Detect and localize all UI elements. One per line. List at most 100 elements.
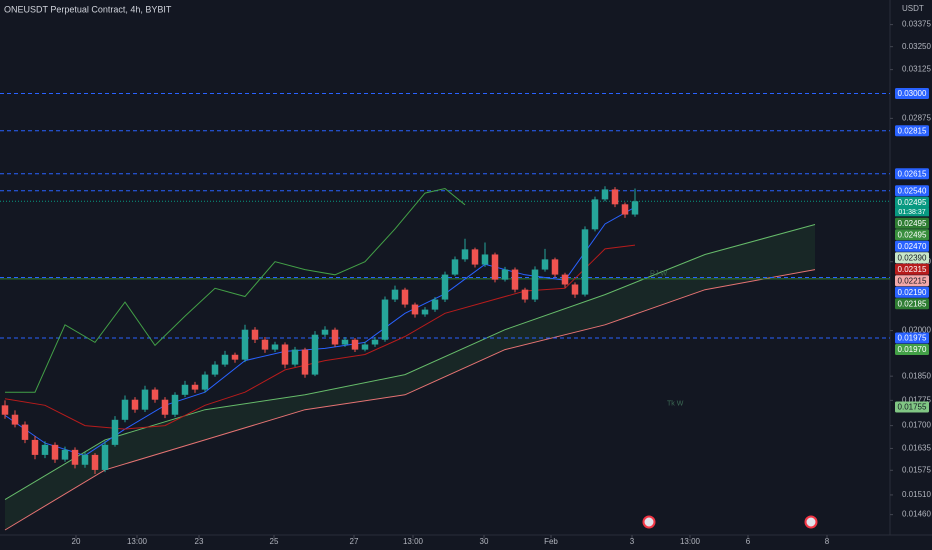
price-label-box: [895, 185, 929, 197]
candle-body: [451, 259, 459, 275]
candle-body: [221, 354, 229, 365]
candle-body: [111, 419, 119, 445]
price-label: 0.02815: [898, 126, 927, 135]
price-label: 0.02470: [898, 242, 927, 251]
candle-body: [621, 204, 629, 215]
event-icon[interactable]: [642, 515, 656, 529]
x-tick-label: 25: [270, 537, 279, 546]
candle-body: [471, 249, 479, 265]
price-label: 0.02390: [898, 253, 927, 262]
candle-body: [141, 389, 149, 410]
price-label-box: [895, 196, 929, 208]
price-label: 0.02190: [898, 288, 927, 297]
price-label-box: [895, 168, 929, 180]
price-label: 0.01755: [898, 403, 927, 412]
x-tick-label: 8: [825, 537, 830, 546]
y-tick-label: 0.01635: [902, 444, 931, 453]
axis-layer: 0.033750.032500.031250.028750.022500.020…: [72, 20, 932, 546]
candles-layer: [1, 186, 639, 475]
candle-body: [271, 344, 279, 350]
price-label: 0.02315: [898, 265, 927, 274]
candle-body: [441, 274, 449, 300]
x-tick-label: 13:00: [403, 537, 424, 546]
candle-body: [511, 269, 519, 290]
candle-body: [391, 289, 399, 300]
x-tick-label: 30: [480, 537, 489, 546]
candle-body: [191, 384, 199, 390]
candle-body: [611, 189, 619, 205]
y-tick-label: 0.01850: [902, 371, 931, 380]
price-label: 0.02615: [898, 169, 927, 178]
candle-body: [381, 299, 389, 340]
cloud-fill: [5, 224, 815, 531]
x-tick-label: 20: [72, 537, 81, 546]
candle-body: [421, 309, 429, 315]
chart-title: ONEUSDT Perpetual Contract, 4h, BYBIT: [4, 4, 172, 14]
event-icon[interactable]: [642, 515, 656, 529]
y-tick-label: 0.02000: [902, 326, 931, 335]
x-tick-label: 23: [195, 537, 204, 546]
price-label: 0.02185: [898, 299, 927, 308]
price-label: 0.01970: [898, 345, 927, 354]
price-label: 0.02540: [898, 186, 927, 195]
candle-body: [351, 339, 359, 350]
candle-body: [331, 329, 339, 345]
candle-body: [101, 444, 109, 470]
candle-body: [591, 199, 599, 230]
candle-body: [121, 399, 129, 420]
candle-body: [491, 254, 499, 280]
x-tick-label: 13:00: [127, 537, 148, 546]
candle-body: [61, 449, 69, 460]
x-tick-label: 27: [350, 537, 359, 546]
candle-body: [261, 339, 269, 350]
candle-body: [201, 374, 209, 390]
indicator-line: [5, 187, 466, 393]
indicator-line: [4, 206, 636, 457]
candle-body: [311, 334, 319, 375]
countdown-box: [895, 207, 929, 217]
y-tick-label: 0.03250: [902, 42, 931, 51]
price-label: 0.02495: [898, 198, 927, 207]
candle-body: [501, 269, 509, 280]
price-label-box: [895, 125, 929, 137]
cloud-line: [4, 269, 816, 531]
candle-body: [521, 289, 529, 300]
cloud-layer: [4, 224, 816, 531]
price-label-box: [895, 343, 929, 355]
candle-body: [41, 444, 49, 455]
price-label: 0.01975: [898, 334, 927, 343]
annotation: Tk W: [667, 401, 684, 408]
y-tick-label: 0.01510: [902, 490, 931, 499]
candle-body: [411, 304, 419, 315]
candle-body: [431, 299, 439, 310]
candle-body: [301, 349, 309, 375]
price-label-box: [895, 263, 929, 275]
x-tick-label: 3: [630, 537, 635, 546]
event-icon[interactable]: [804, 515, 818, 529]
candle-body: [291, 349, 299, 365]
x-tick-label: 6: [746, 537, 751, 546]
price-label-box: [895, 217, 929, 229]
candle-body: [11, 414, 19, 425]
candle-body: [211, 364, 219, 375]
y-tick-label: 0.01775: [902, 395, 931, 404]
price-label-box: [895, 298, 929, 310]
price-label-box: [895, 87, 929, 99]
candle-body: [531, 269, 539, 300]
candle-body: [561, 274, 569, 285]
candle-body: [71, 449, 79, 465]
countdown: 01:38:37: [898, 209, 925, 216]
candle-body: [241, 329, 249, 360]
price-label-box: [895, 240, 929, 252]
y-tick-label: 0.01575: [902, 465, 931, 474]
candle-body: [541, 259, 549, 270]
cloud-line: [4, 224, 816, 501]
price-label: 0.03000: [898, 89, 927, 98]
candle-body: [461, 249, 469, 260]
candle-body: [361, 344, 369, 350]
candle-body: [51, 444, 59, 460]
event-icon[interactable]: [804, 515, 818, 529]
price-label-box: [895, 252, 929, 264]
